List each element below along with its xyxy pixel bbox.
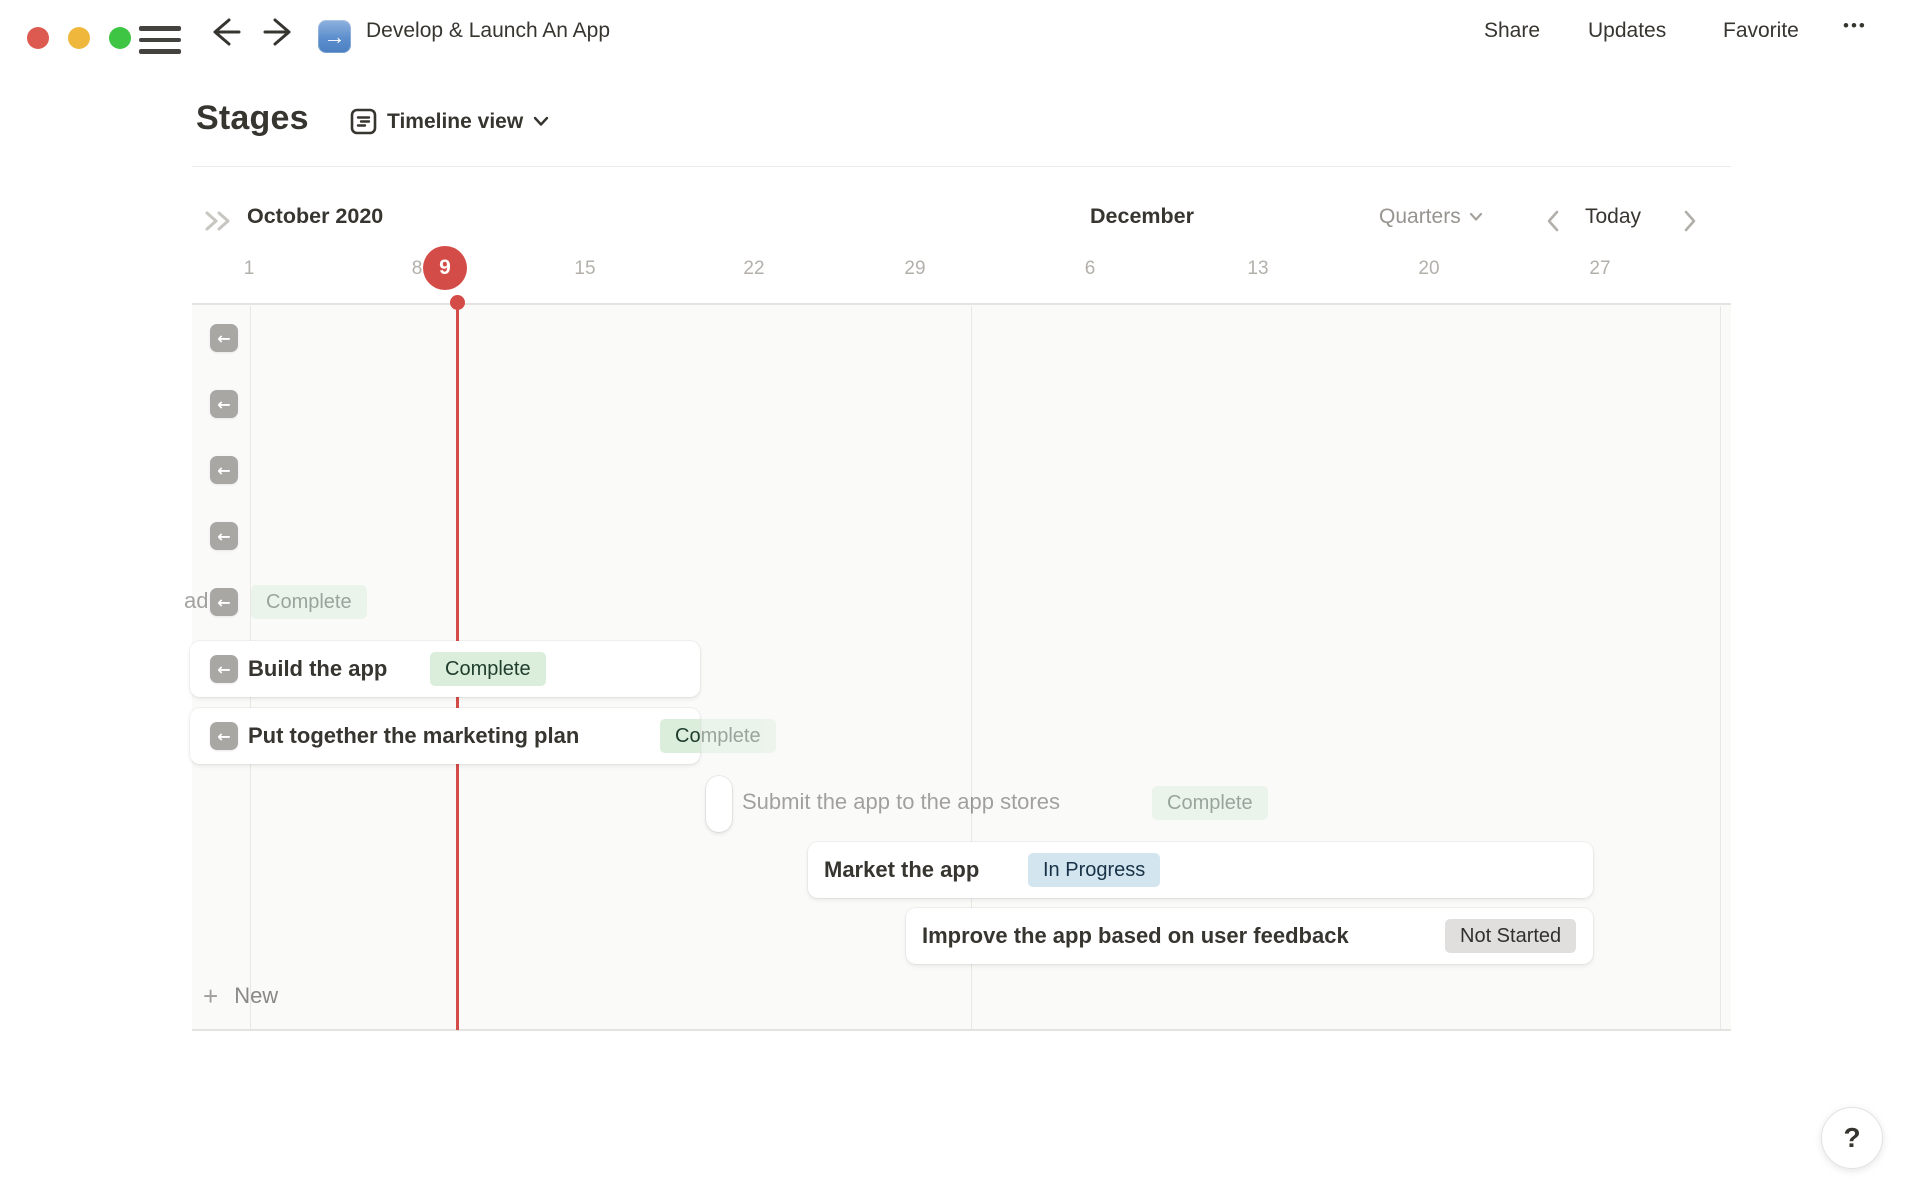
status-badge: Complete	[1152, 786, 1268, 820]
page-title-breadcrumb[interactable]: Develop & Launch An App	[366, 19, 611, 42]
database-title: Stages	[196, 99, 309, 137]
left-month-label: October 2020	[247, 204, 384, 228]
date-tick: 29	[904, 258, 926, 279]
item-title: Improve the app based on user feedback	[922, 923, 1349, 948]
zoom-level-label: Quarters	[1379, 205, 1461, 228]
scroll-to-item-button[interactable]: ←	[210, 324, 238, 352]
favorite-button[interactable]: Favorite	[1723, 19, 1799, 42]
page-icon-arrow-emoji[interactable]: →	[318, 20, 351, 53]
sidebar-menu-icon[interactable]	[139, 26, 181, 61]
status-badge: Not Started	[1445, 919, 1577, 953]
scroll-to-item-button[interactable]: ←	[210, 456, 238, 484]
timeline-item-improve-the-app[interactable]: Improve the app based on user feedback N…	[906, 908, 1593, 964]
date-tick: 15	[574, 258, 596, 279]
prev-page-chevron-icon[interactable]	[1545, 209, 1561, 233]
next-page-chevron-icon[interactable]	[1682, 209, 1698, 233]
scroll-to-item-button[interactable]: ←	[210, 655, 238, 683]
timeline-item-market-the-app[interactable]: Market the app In Progress	[808, 842, 1593, 898]
chevron-down-icon	[1469, 212, 1482, 221]
close-window-button[interactable]	[27, 27, 49, 49]
date-tick: 22	[743, 258, 765, 279]
minimize-window-button[interactable]	[68, 27, 90, 49]
item-title: Put together the marketing plan	[248, 723, 580, 748]
titlebar: → Develop & Launch An App Share Updates …	[0, 0, 1920, 64]
item-title: Build the app	[248, 656, 388, 681]
right-month-label: December	[1090, 204, 1194, 228]
item-title-fragment: ad	[184, 588, 209, 613]
view-name-label: Timeline view	[387, 109, 524, 133]
share-button[interactable]: Share	[1484, 19, 1541, 42]
date-tick: 8	[411, 258, 423, 279]
new-item-button[interactable]: + New	[203, 983, 278, 1009]
timeline-bottom-border	[192, 1029, 1731, 1031]
timeline-zoom-select[interactable]: Quarters	[1379, 205, 1483, 229]
plus-icon: +	[203, 981, 219, 1011]
month-gridline-jan	[1720, 306, 1721, 1029]
more-menu-button[interactable]: •••	[1843, 16, 1867, 35]
status-badge: Complete	[430, 652, 546, 686]
scroll-to-item-button[interactable]: ←	[210, 522, 238, 550]
back-arrow-icon[interactable]	[208, 14, 244, 50]
help-button[interactable]: ?	[1821, 1107, 1883, 1169]
header-divider	[192, 166, 1731, 167]
date-tick: 20	[1418, 258, 1440, 279]
date-tick: 13	[1247, 258, 1269, 279]
view-switcher[interactable]: Timeline view	[350, 108, 549, 135]
timeline-item-build-the-app[interactable]: Build the app Complete	[190, 641, 700, 697]
today-date-badge: 9	[423, 246, 467, 290]
scroll-to-item-button[interactable]: ←	[210, 390, 238, 418]
forward-arrow-icon[interactable]	[260, 14, 296, 50]
scroll-to-item-button[interactable]: ←	[210, 588, 238, 616]
expand-left-double-chevron-icon[interactable]	[203, 210, 235, 232]
item-drag-handle[interactable]	[706, 776, 732, 832]
status-badge: In Progress	[1028, 853, 1161, 887]
new-item-label: New	[234, 983, 279, 1008]
today-indicator-dot	[450, 295, 465, 310]
item-title: Market the app	[824, 857, 980, 882]
scroll-to-item-button[interactable]: ←	[210, 722, 238, 750]
today-button[interactable]: Today	[1585, 205, 1642, 228]
month-gridline-dec	[971, 306, 972, 1029]
date-tick: 6	[1084, 258, 1096, 279]
item-title: Submit the app to the app stores	[742, 789, 1060, 814]
chevron-down-icon	[533, 116, 549, 126]
timeline-top-border	[192, 303, 1731, 305]
updates-button[interactable]: Updates	[1588, 19, 1667, 42]
zoom-window-button[interactable]	[109, 27, 131, 49]
timeline-view-icon	[350, 108, 377, 135]
timeline-item-marketing-plan[interactable]: Put together the marketing plan Complete	[190, 708, 700, 764]
date-tick: 1	[243, 258, 255, 279]
date-tick: 27	[1589, 258, 1611, 279]
status-badge: Complete	[251, 585, 367, 619]
status-badge: Complete	[660, 719, 700, 753]
